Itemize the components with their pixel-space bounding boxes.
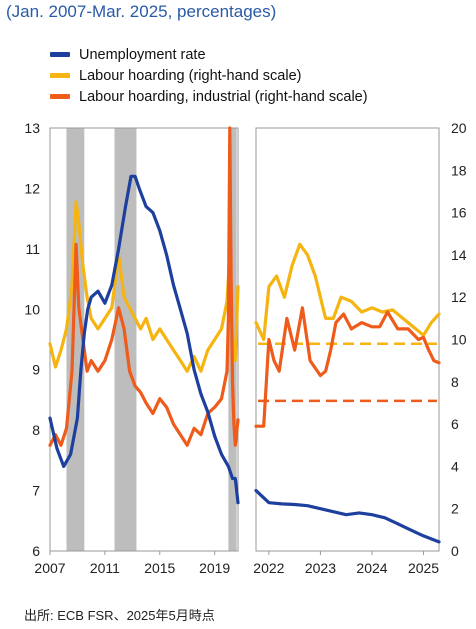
x-tick-label-right-0: 2022 — [253, 560, 284, 576]
plot-frame-right — [255, 127, 440, 552]
legend-label-unemployment: Unemployment rate — [79, 46, 206, 63]
y-right-tick-label-2: 4 — [451, 458, 459, 474]
legend-item-hoarding-industrial: Labour hoarding, industrial (right-hand … — [50, 86, 368, 107]
chart-subtitle: (Jan. 2007-Mar. 2025, percentages) — [6, 2, 277, 21]
series-line-1 — [48, 200, 240, 373]
x-tick-label-left-0: 2007 — [34, 560, 65, 576]
y-right-tick-label-3: 6 — [451, 416, 459, 432]
chart-canvas: 6 7 8 9 10 11 12 13 0 2 4 6 8 10 12 14 16 18 20 2007 2011 201… — [24, 120, 467, 576]
x-tick-label-left-3: 2019 — [199, 560, 230, 576]
x-tick-label-left-2: 2015 — [144, 560, 175, 576]
y-left-tick-label-0: 6 — [32, 543, 40, 559]
y-right-tick-label-7: 14 — [451, 247, 467, 263]
x-tick-label-right-3: 2025 — [408, 560, 439, 576]
legend: Unemployment rate Labour hoarding (right… — [50, 44, 368, 107]
legend-label-hoarding-industrial: Labour hoarding, industrial (right-hand … — [79, 88, 368, 105]
series-line-4 — [254, 306, 441, 428]
series-line-0 — [48, 174, 240, 505]
y-right-tick-label-4: 8 — [451, 374, 459, 390]
series-line-5 — [254, 489, 441, 544]
legend-item-hoarding: Labour hoarding (right-hand scale) — [50, 65, 368, 86]
y-right-tick-label-8: 16 — [451, 205, 467, 221]
y-left-tick-label-2: 8 — [32, 422, 40, 438]
legend-swatch-unemployment — [50, 52, 70, 57]
legend-label-hoarding: Labour hoarding (right-hand scale) — [79, 67, 302, 84]
y-left-tick-label-1: 7 — [32, 483, 40, 499]
x-tick-label-right-1: 2023 — [305, 560, 336, 576]
plot-frame-left — [49, 127, 239, 552]
x-tick-label-left-1: 2011 — [90, 560, 120, 576]
x-tick-label-right-2: 2024 — [356, 560, 387, 576]
y-right-tick-label-6: 12 — [451, 289, 467, 305]
y-left-tick-label-5: 11 — [25, 241, 40, 257]
y-right-tick-label-1: 2 — [451, 501, 459, 517]
y-left-tick-label-7: 13 — [24, 120, 40, 136]
y-left-tick-label-3: 9 — [32, 362, 40, 378]
y-right-tick-label-0: 0 — [451, 543, 459, 559]
series-line-3 — [254, 242, 441, 342]
y-right-tick-label-10: 20 — [451, 120, 467, 136]
series-line-2 — [48, 126, 240, 447]
y-right-tick-label-5: 10 — [451, 332, 467, 348]
chart-source: 出所: ECB FSR、2025年5月時点 — [24, 608, 215, 623]
y-right-tick-label-9: 18 — [451, 162, 467, 178]
legend-swatch-hoarding-industrial — [50, 94, 70, 99]
legend-item-unemployment: Unemployment rate — [50, 44, 368, 65]
y-left-tick-label-4: 10 — [24, 301, 40, 317]
y-left-tick-label-6: 12 — [24, 180, 40, 196]
legend-swatch-hoarding — [50, 73, 70, 78]
